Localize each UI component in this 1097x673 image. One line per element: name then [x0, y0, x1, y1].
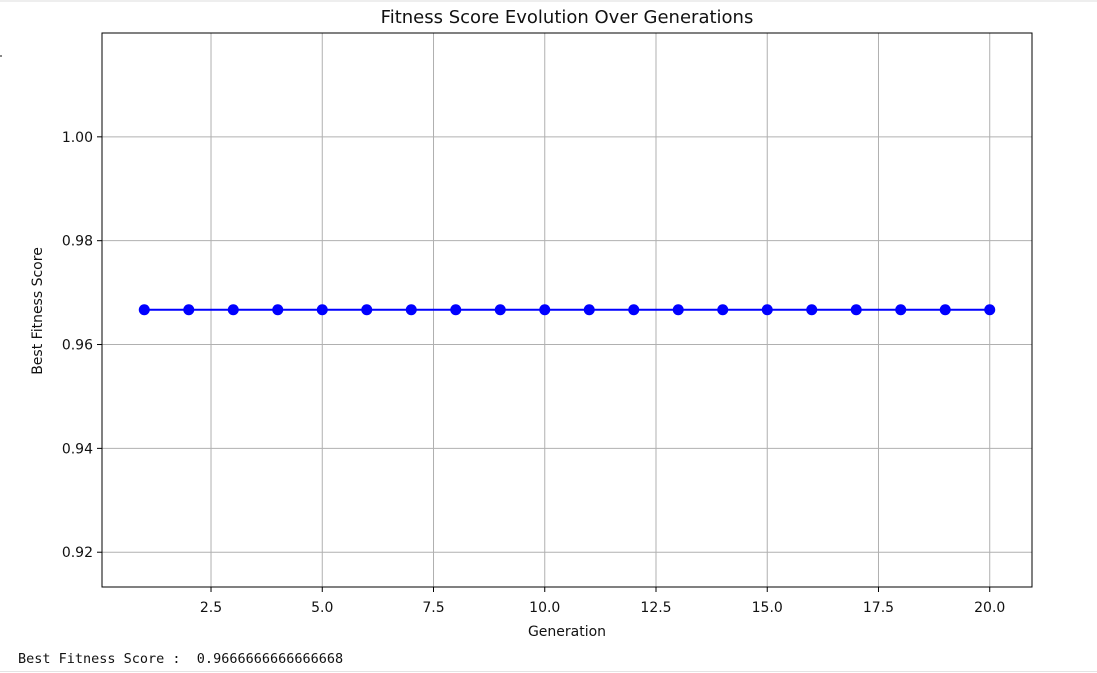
plot-frame — [101, 32, 1033, 588]
data-point — [405, 304, 417, 316]
y-tick-label: 0.94 — [62, 441, 93, 457]
data-point — [316, 304, 328, 316]
data-point — [450, 304, 462, 316]
x-axis-label: Generation — [528, 624, 606, 640]
data-point — [895, 304, 907, 316]
x-tick-label: 10.0 — [529, 600, 560, 616]
data-point — [717, 304, 729, 316]
series-layer — [138, 304, 996, 316]
x-tick-label: 7.5 — [422, 600, 444, 616]
y-tick-label: 0.98 — [62, 234, 93, 250]
data-point — [984, 304, 996, 316]
data-point — [583, 304, 595, 316]
x-tick-label: 15.0 — [752, 600, 783, 616]
data-point — [138, 304, 150, 316]
y-axis-label: Best Fitness Score — [30, 247, 46, 375]
x-tick-label: 20.0 — [974, 600, 1005, 616]
x-tick-label: 12.5 — [640, 600, 671, 616]
cell-edge-mark — [0, 55, 2, 57]
x-tick-label: 17.5 — [863, 600, 894, 616]
data-point — [539, 304, 551, 316]
data-point — [939, 304, 951, 316]
y-tick-label: 1.00 — [62, 130, 93, 146]
data-point — [272, 304, 284, 316]
data-point — [628, 304, 640, 316]
y-tick-label: 0.92 — [62, 545, 93, 561]
x-tick-label: 2.5 — [200, 600, 222, 616]
fitness-line-chart: 2.5 5.0 7.5 10.0 12.5 15.0 17.5 20.0 0.92 0.94 0.9… — [30, 7, 1033, 640]
data-point — [227, 304, 239, 316]
data-point — [183, 304, 195, 316]
data-point — [850, 304, 862, 316]
axis-ticks: 2.5 5.0 7.5 10.0 12.5 15.0 17.5 20.0 0.92 0.94 0.9… — [62, 130, 1005, 616]
x-tick-label: 5.0 — [311, 600, 333, 616]
data-point — [761, 304, 773, 316]
best-fitness-output: Best Fitness Score : 0.9666666666666668 — [18, 651, 344, 667]
data-point — [672, 304, 684, 316]
y-tick-label: 0.96 — [62, 338, 93, 354]
cell-top-border — [0, 0, 1097, 2]
data-point — [806, 304, 818, 316]
data-point — [494, 304, 506, 316]
data-point — [361, 304, 373, 316]
cell-bottom-border — [0, 671, 1097, 672]
chart-title: Fitness Score Evolution Over Generations — [381, 7, 754, 28]
